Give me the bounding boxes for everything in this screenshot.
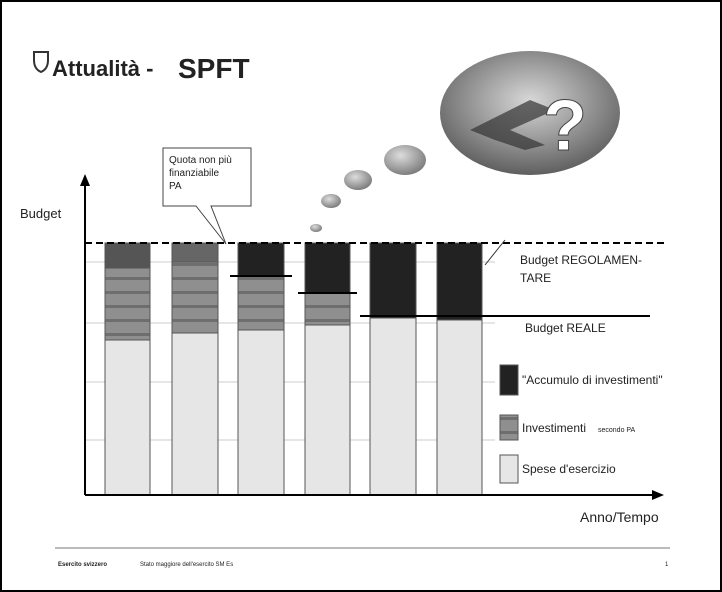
bubble (344, 170, 372, 190)
x-axis-label: Anno/Tempo (580, 509, 659, 525)
legend-swatch (500, 455, 518, 483)
footer-unit: Stato maggiore dell'esercito SM Es (140, 562, 233, 568)
legend-label: Investimenti (522, 421, 586, 435)
bubble (384, 145, 426, 175)
budget-real-label: Budget REALE (525, 321, 606, 335)
slide: Attualità - SPFT ? Quota non più finanzi… (0, 0, 722, 592)
callout-text: finanziabile (169, 168, 219, 179)
budget-regulatory-label: TARE (520, 271, 551, 285)
legend-label: "Accumulo di investimenti" (522, 373, 663, 387)
callout-text: Quota non più (169, 155, 232, 166)
question-mark: ? (543, 86, 587, 166)
title-main: SPFT (178, 53, 250, 84)
legend-label: Spese d'esercizio (522, 462, 616, 476)
title-prefix: Attualità - (52, 56, 153, 81)
bubble (321, 194, 341, 208)
y-axis-label: Budget (20, 206, 62, 221)
legend-swatch (500, 365, 518, 395)
footer-org: Esercito svizzero (58, 562, 107, 568)
legend-note: secondo PA (598, 427, 636, 434)
callout-text: PA (169, 181, 182, 192)
legend-swatch (500, 415, 518, 440)
bubble (310, 224, 322, 232)
budget-regulatory-label: Budget REGOLAMEN- (520, 253, 642, 267)
